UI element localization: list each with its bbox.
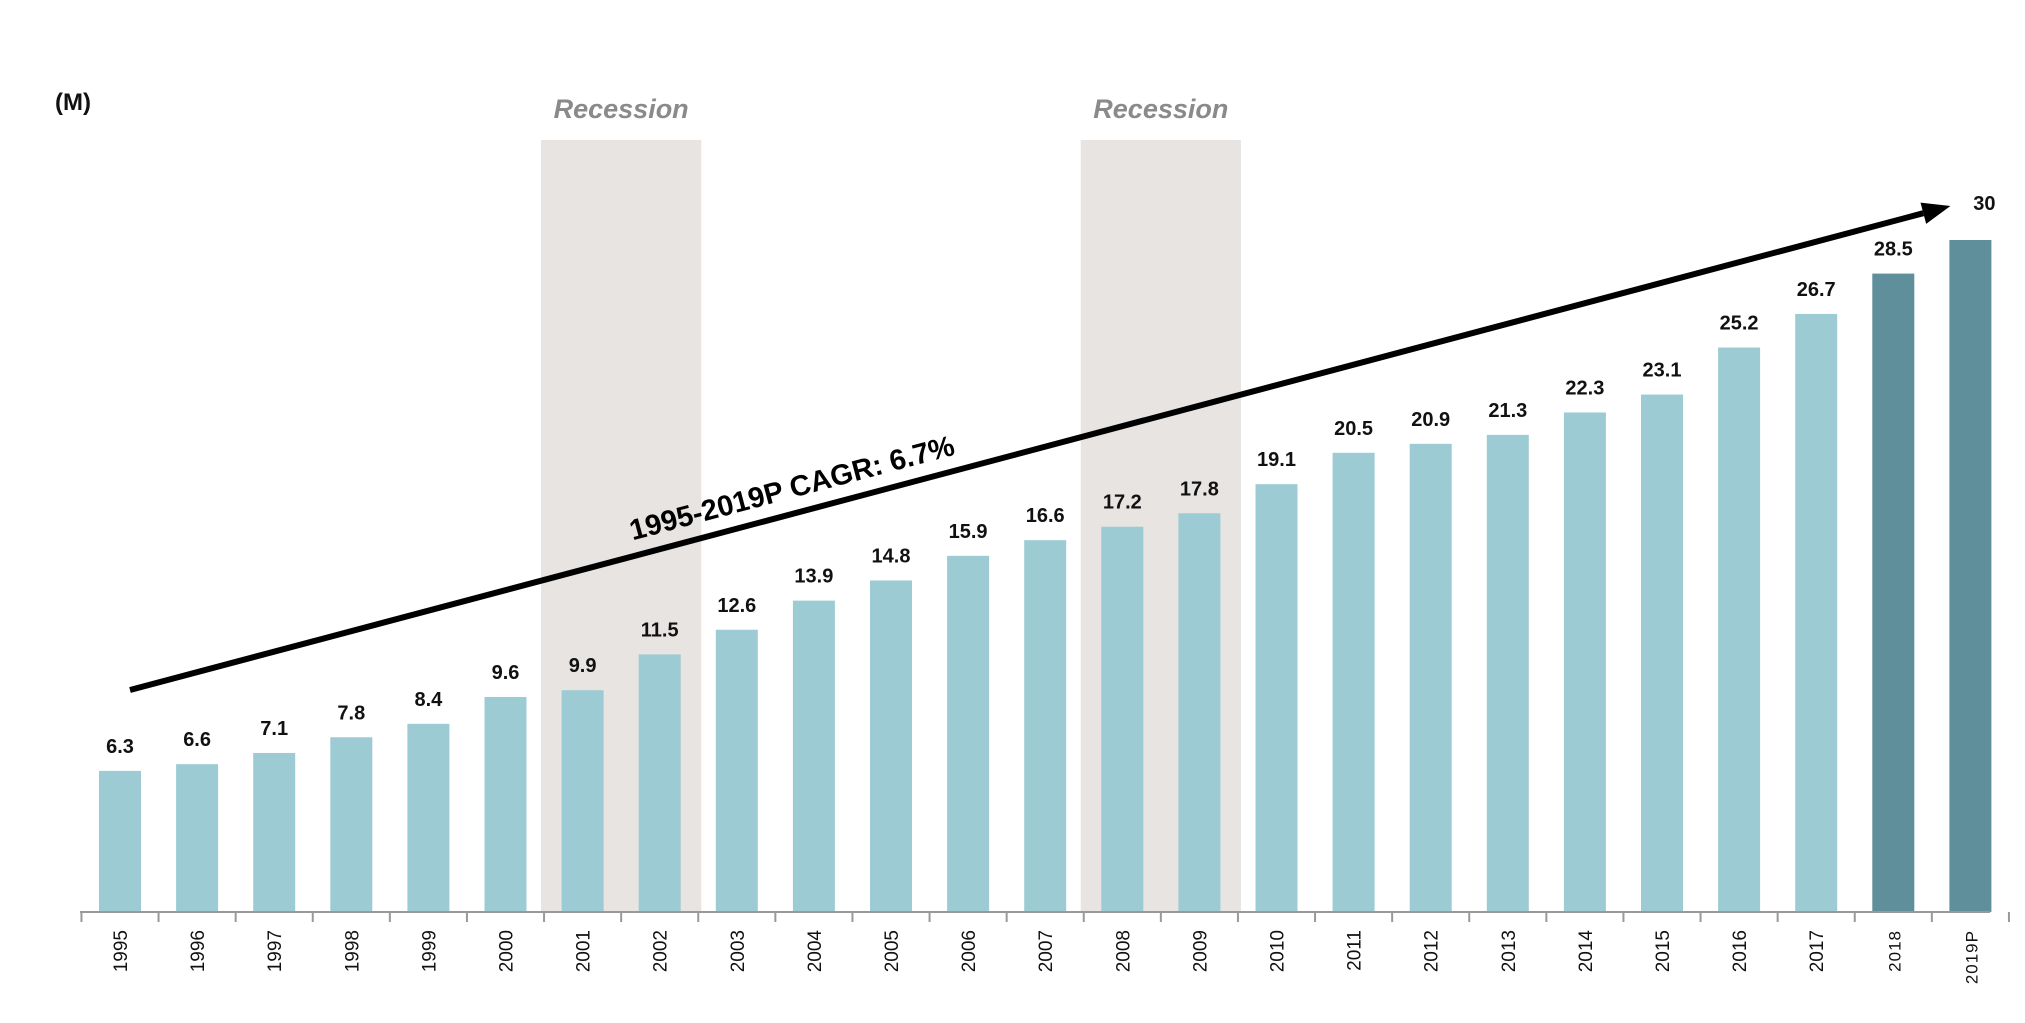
x-tick-label-2010: 2010	[1268, 930, 1289, 972]
value-label-2016: 25.2	[1720, 313, 1759, 335]
x-tick-label-2015: 2015	[1653, 930, 1674, 972]
x-tick-label-2001: 2001	[574, 930, 595, 972]
bar-2018	[1872, 273, 1915, 913]
value-label-1999: 8.4	[414, 689, 443, 711]
recession-label: Recession	[1093, 94, 1228, 124]
x-axis-ticks	[80, 912, 2010, 922]
bar-2006	[947, 555, 990, 912]
value-label-2008: 17.2	[1103, 492, 1142, 514]
x-tick-label-2011: 2011	[1345, 930, 1366, 971]
trend-line	[129, 210, 1925, 693]
bar-2000	[484, 696, 527, 912]
x-tick-label-2003: 2003	[728, 930, 749, 972]
bar-2016	[1718, 347, 1761, 912]
bar-2007	[1024, 540, 1067, 912]
bar-2005	[870, 580, 912, 912]
x-tick-label-2005: 2005	[882, 930, 903, 972]
x-tick-label-2000: 2000	[497, 930, 518, 972]
value-label-2001: 9.9	[569, 655, 597, 677]
value-label-2002: 11.5	[641, 619, 679, 641]
x-tick-label-2002: 2002	[651, 930, 672, 972]
value-label-1995: 6.3	[106, 736, 134, 758]
value-label-2012: 20.9	[1411, 409, 1450, 431]
x-tick-label-2004: 2004	[805, 930, 826, 973]
x-tick-label-2013: 2013	[1499, 930, 1520, 972]
value-label-2015: 23.1	[1643, 360, 1682, 382]
bar-2004	[792, 600, 835, 912]
trend-arrowhead	[1920, 202, 1951, 224]
x-tick-label-2017: 2017	[1807, 930, 1828, 972]
x-tick-label-1999: 1999	[419, 930, 440, 972]
value-label-2014: 22.3	[1565, 377, 1604, 399]
recession-label: Recession	[554, 94, 689, 124]
bar-1996	[176, 764, 219, 912]
value-label-2005: 14.8	[872, 545, 911, 567]
unit-label: (M)	[55, 89, 91, 116]
value-label-2007: 16.6	[1026, 505, 1065, 527]
value-label-2013: 21.3	[1488, 400, 1527, 422]
bar-2003	[715, 629, 758, 912]
bar-2019P	[1949, 240, 1992, 912]
value-label-2003: 12.6	[717, 595, 756, 617]
x-tick-label-1996: 1996	[188, 930, 209, 972]
x-tick-label-2016: 2016	[1730, 930, 1751, 972]
bar-1995	[99, 770, 141, 912]
x-tick-label-1997: 1997	[265, 930, 286, 972]
value-label-1996: 6.6	[183, 729, 211, 751]
bar-2013	[1486, 434, 1529, 912]
bar-2015	[1641, 394, 1683, 912]
x-tick-label-2019P: 2019P	[1962, 930, 1981, 984]
bar-2002	[638, 654, 681, 912]
x-tick-label-2009: 2009	[1190, 930, 1211, 972]
x-tick-label-1995: 1995	[111, 930, 132, 972]
value-label-2019P: 30	[1973, 193, 1995, 215]
bar-2009	[1178, 513, 1221, 912]
value-label-2017: 26.7	[1797, 279, 1836, 301]
value-label-2004: 13.9	[794, 566, 833, 588]
value-label-2018: 28.5	[1874, 239, 1913, 261]
bar-2010	[1255, 484, 1298, 912]
value-label-2011: 20.5	[1334, 418, 1373, 440]
x-tick-label-2008: 2008	[1113, 930, 1134, 972]
x-tick-label-2007: 2007	[1036, 930, 1057, 972]
value-label-2000: 9.6	[492, 662, 520, 684]
x-tick-label-2018: 2018	[1885, 930, 1904, 972]
bar-2001	[561, 690, 604, 912]
x-tick-label-2012: 2012	[1422, 930, 1443, 972]
x-axis-labels: 1995 1996 1997 1998 1999 2000 2001 2002 2003 2004…	[111, 930, 1981, 985]
x-tick-label-2014: 2014	[1576, 930, 1597, 973]
value-label-2009: 17.8	[1180, 478, 1219, 500]
value-label-2006: 15.9	[949, 521, 988, 543]
value-label-1997: 7.1	[260, 718, 288, 740]
bar-1999	[407, 723, 450, 912]
x-tick-label-1998: 1998	[342, 930, 363, 972]
bar-1997	[253, 752, 296, 912]
bar-2011	[1332, 452, 1375, 912]
bar-2017	[1795, 313, 1838, 912]
bars	[99, 240, 1992, 913]
value-label-1998: 7.8	[337, 702, 365, 724]
bar-1998	[330, 737, 373, 912]
bar-2008	[1101, 526, 1144, 912]
value-labels: 6.3 6.6 7.1 7.8 8.4 9.6 9.9 11.5 12.6 13.9 14.8 15.…	[106, 193, 1995, 758]
value-label-2010: 19.1	[1257, 449, 1296, 471]
x-tick-label-2006: 2006	[959, 930, 980, 972]
bar-2014	[1563, 412, 1606, 912]
bar-2012	[1409, 443, 1452, 912]
